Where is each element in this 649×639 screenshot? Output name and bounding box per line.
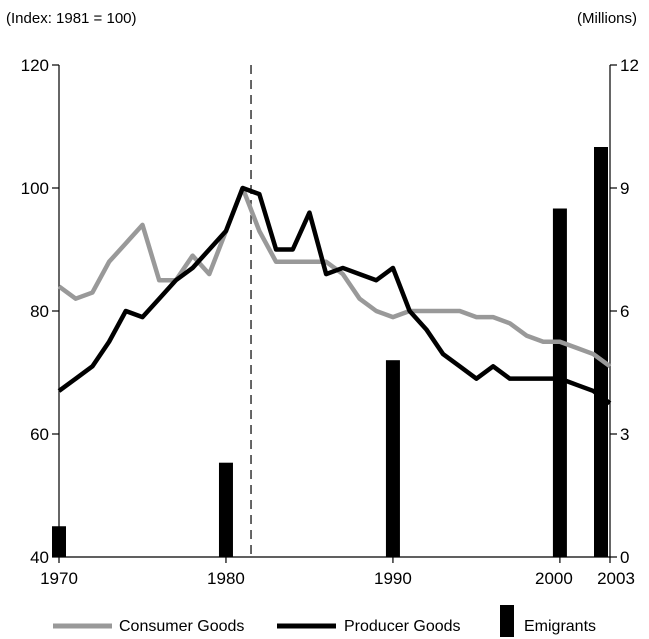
emigrants-bars — [52, 147, 608, 557]
legend-label-emigrants: Emigrants — [524, 618, 596, 635]
emigrants-bar — [218, 462, 233, 557]
right-tick-label: 3 — [620, 425, 629, 444]
legend-label-consumer-goods: Consumer Goods — [119, 618, 244, 635]
left-tick-label: 120 — [21, 56, 49, 75]
right-tick-label: 0 — [620, 548, 629, 567]
left-tick-label: 60 — [30, 425, 49, 444]
x-tick-label: 2000 — [535, 569, 573, 588]
x-tick-label: 1970 — [40, 569, 78, 588]
right-tick-label: 12 — [620, 56, 639, 75]
left-axis-unit-label: (Index: 1981 = 100) — [6, 10, 137, 27]
x-tick-label: 1990 — [374, 569, 412, 588]
right-tick-label: 9 — [620, 179, 629, 198]
emigrants-bar — [52, 526, 66, 557]
legend-swatch-emigrants — [500, 605, 514, 637]
legend: Consumer Goods Producer Goods Emigrants — [53, 605, 596, 637]
series-lines — [57, 185, 612, 406]
x-tick-label: 1980 — [207, 569, 245, 588]
consumer-goods-line — [57, 185, 612, 369]
right-axis-unit-label: (Millions) — [577, 10, 637, 27]
right-tick-label: 6 — [620, 302, 629, 321]
emigrants-bar — [594, 147, 608, 557]
emigrants-bar — [385, 360, 400, 557]
emigrants-bar — [552, 208, 567, 557]
producer-goods-line — [57, 185, 612, 406]
tick-labels: 40 60 80 100 120 0 3 6 9 12 1970 1980 1990 2000 2003 — [21, 56, 639, 588]
legend-label-producer-goods: Producer Goods — [344, 618, 461, 635]
left-tick-label: 100 — [21, 179, 49, 198]
x-tick-label: 2003 — [597, 569, 635, 588]
left-tick-label: 80 — [30, 302, 49, 321]
axes — [52, 64, 617, 563]
left-tick-label: 40 — [30, 548, 49, 567]
